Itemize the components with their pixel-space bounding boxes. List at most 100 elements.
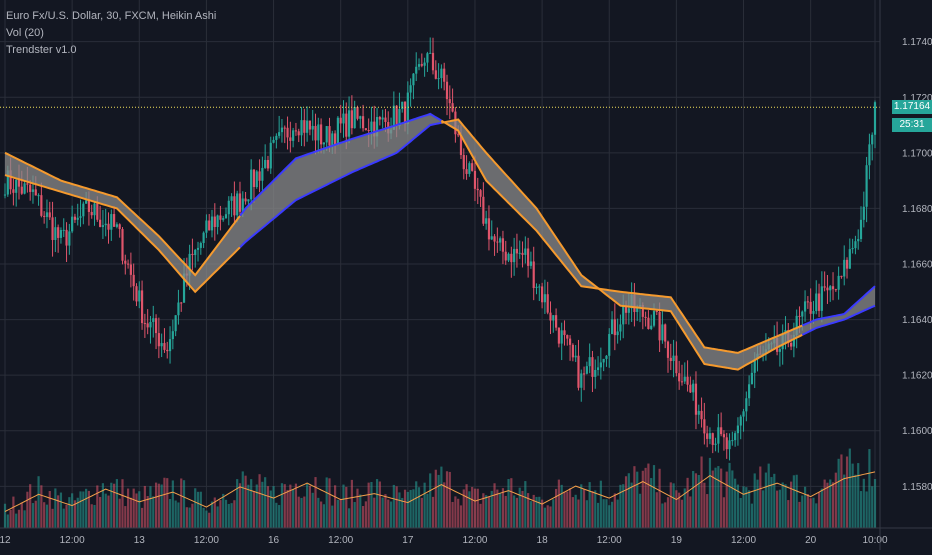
volume-bar: [479, 503, 482, 528]
candle-body: [194, 249, 197, 256]
volume-bar: [54, 488, 57, 528]
price-pane: [3, 37, 877, 461]
candle-body: [238, 193, 242, 212]
candle-body: [471, 163, 474, 171]
volume-bar: [605, 499, 608, 528]
x-tick-label: 19: [671, 535, 683, 546]
legend-indicator[interactable]: Trendster v1.0: [6, 44, 77, 56]
volume-bar: [431, 496, 435, 528]
x-tick-label: 13: [134, 535, 146, 546]
ribbon-fast-line: [239, 112, 442, 217]
volume-bar: [683, 488, 686, 528]
candle-body: [62, 229, 65, 231]
candle-body: [68, 231, 71, 246]
candle-body: [409, 85, 412, 93]
volume-bar: [177, 502, 180, 528]
volume-bar: [843, 474, 846, 528]
candle-body: [619, 324, 622, 332]
candle-body: [107, 223, 110, 230]
candle-body: [605, 355, 608, 359]
volume-bar: [266, 486, 270, 528]
candle-body: [205, 220, 208, 233]
candle-body: [585, 366, 588, 374]
candle-body: [694, 383, 698, 415]
candle-body: [599, 362, 602, 368]
volume-bar: [566, 491, 569, 528]
candle-body: [582, 373, 586, 375]
ribbon-slow-line: [239, 121, 442, 249]
volume-bar: [17, 509, 21, 528]
volume-bar: [580, 484, 583, 528]
candle-body: [697, 410, 700, 415]
candle-body: [29, 184, 32, 192]
volume-bar: [420, 497, 423, 528]
volume-bar: [132, 488, 135, 528]
candle-body: [795, 315, 798, 336]
candle-body: [736, 425, 740, 434]
legend-volume[interactable]: Vol (20): [6, 27, 44, 39]
candle-body: [356, 107, 359, 119]
volume-bar: [87, 490, 91, 528]
candle-body: [448, 99, 451, 104]
volume-bar: [278, 505, 281, 528]
volume-bar: [613, 493, 616, 528]
volume-bar: [96, 485, 99, 528]
volume-bar: [406, 491, 409, 528]
candle-body: [43, 215, 46, 217]
candle-body: [862, 206, 865, 220]
candle-body: [490, 236, 493, 240]
candle-body: [378, 117, 381, 120]
volume-bar: [661, 503, 664, 528]
ribbon-slow-line: [801, 304, 876, 336]
volume-bar: [532, 494, 535, 528]
x-tick-label: 12:00: [60, 535, 85, 546]
volume-bar: [401, 497, 404, 528]
candle-body: [513, 248, 516, 263]
volume-bar: [334, 485, 337, 528]
volume-bar: [250, 479, 253, 528]
volume-bar: [778, 489, 781, 528]
volume-bar: [636, 471, 639, 528]
volume-bar: [515, 497, 519, 528]
candle-body: [48, 212, 51, 218]
volume-bar: [675, 490, 678, 528]
candle-body: [336, 117, 339, 145]
candle-body: [443, 68, 446, 82]
candle-body: [823, 286, 826, 288]
candle-body: [672, 355, 675, 361]
candle-body: [426, 53, 429, 63]
candle-body: [476, 188, 479, 191]
candle-body: [602, 358, 605, 363]
candle-body: [678, 373, 681, 382]
y-tick-label: 1.16000: [902, 426, 932, 437]
candle-body: [485, 218, 488, 224]
candle-body: [829, 286, 832, 291]
candle-body: [96, 203, 99, 220]
candle-body: [571, 344, 574, 358]
candle-body: [731, 440, 734, 442]
volume-bar: [429, 473, 432, 528]
volume-bar: [485, 495, 488, 528]
volume-bar: [803, 486, 807, 528]
volume-bar: [65, 504, 68, 528]
candle-body: [403, 101, 407, 125]
volume-bar: [381, 497, 384, 528]
legend-symbol[interactable]: Euro Fx/U.S. Dollar, 30, FXCM, Heikin As…: [6, 10, 217, 22]
volume-bar: [199, 491, 202, 528]
volume-bar: [224, 499, 228, 528]
candle-body: [675, 355, 678, 374]
volume-bar: [99, 496, 102, 528]
candle-body: [230, 196, 233, 201]
candle-body: [244, 198, 247, 202]
candle-body: [85, 200, 88, 204]
candle-body: [306, 120, 309, 133]
volume-bar: [208, 512, 211, 528]
candle-body: [487, 218, 491, 240]
candle-body: [87, 200, 91, 212]
volume-bar: [543, 507, 546, 528]
candle-body: [708, 433, 712, 439]
volume-bar: [686, 477, 689, 528]
candle-body: [854, 241, 857, 249]
candle-body: [395, 105, 398, 127]
candle-body: [381, 117, 384, 120]
